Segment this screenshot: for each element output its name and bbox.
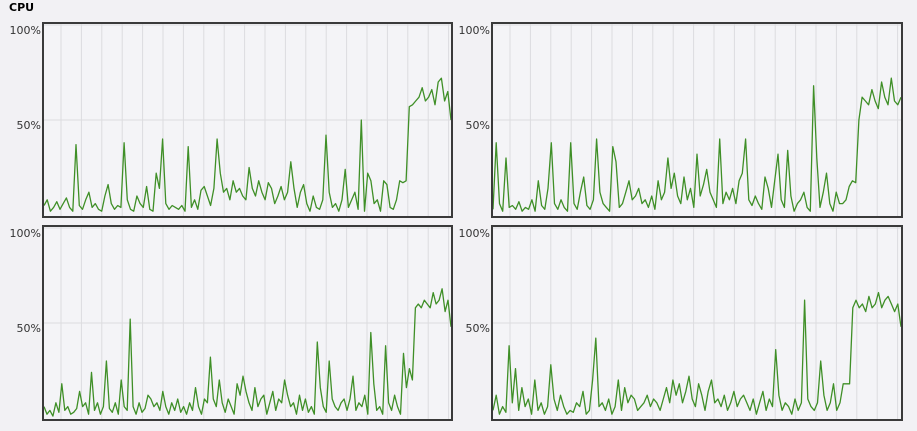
plot-border [42, 225, 453, 421]
y-tick-label: 100% [459, 227, 490, 240]
cpu-line [43, 77, 452, 212]
y-tick-label: 100% [459, 24, 490, 37]
y-tick-label: 50% [466, 322, 490, 335]
cpu-line [43, 288, 452, 417]
plot-border [42, 22, 453, 218]
y-tick-label: 50% [17, 322, 41, 335]
y-tick-label: 50% [17, 119, 41, 132]
y-tick-label: 50% [466, 119, 490, 132]
plot-border [491, 22, 903, 218]
cpu-line [492, 291, 902, 415]
y-tick-label: 100% [10, 227, 41, 240]
cpu-line [492, 77, 902, 212]
plot-border [491, 225, 903, 421]
y-tick-label: 100% [10, 24, 41, 37]
panel-title: CPU [9, 1, 34, 14]
